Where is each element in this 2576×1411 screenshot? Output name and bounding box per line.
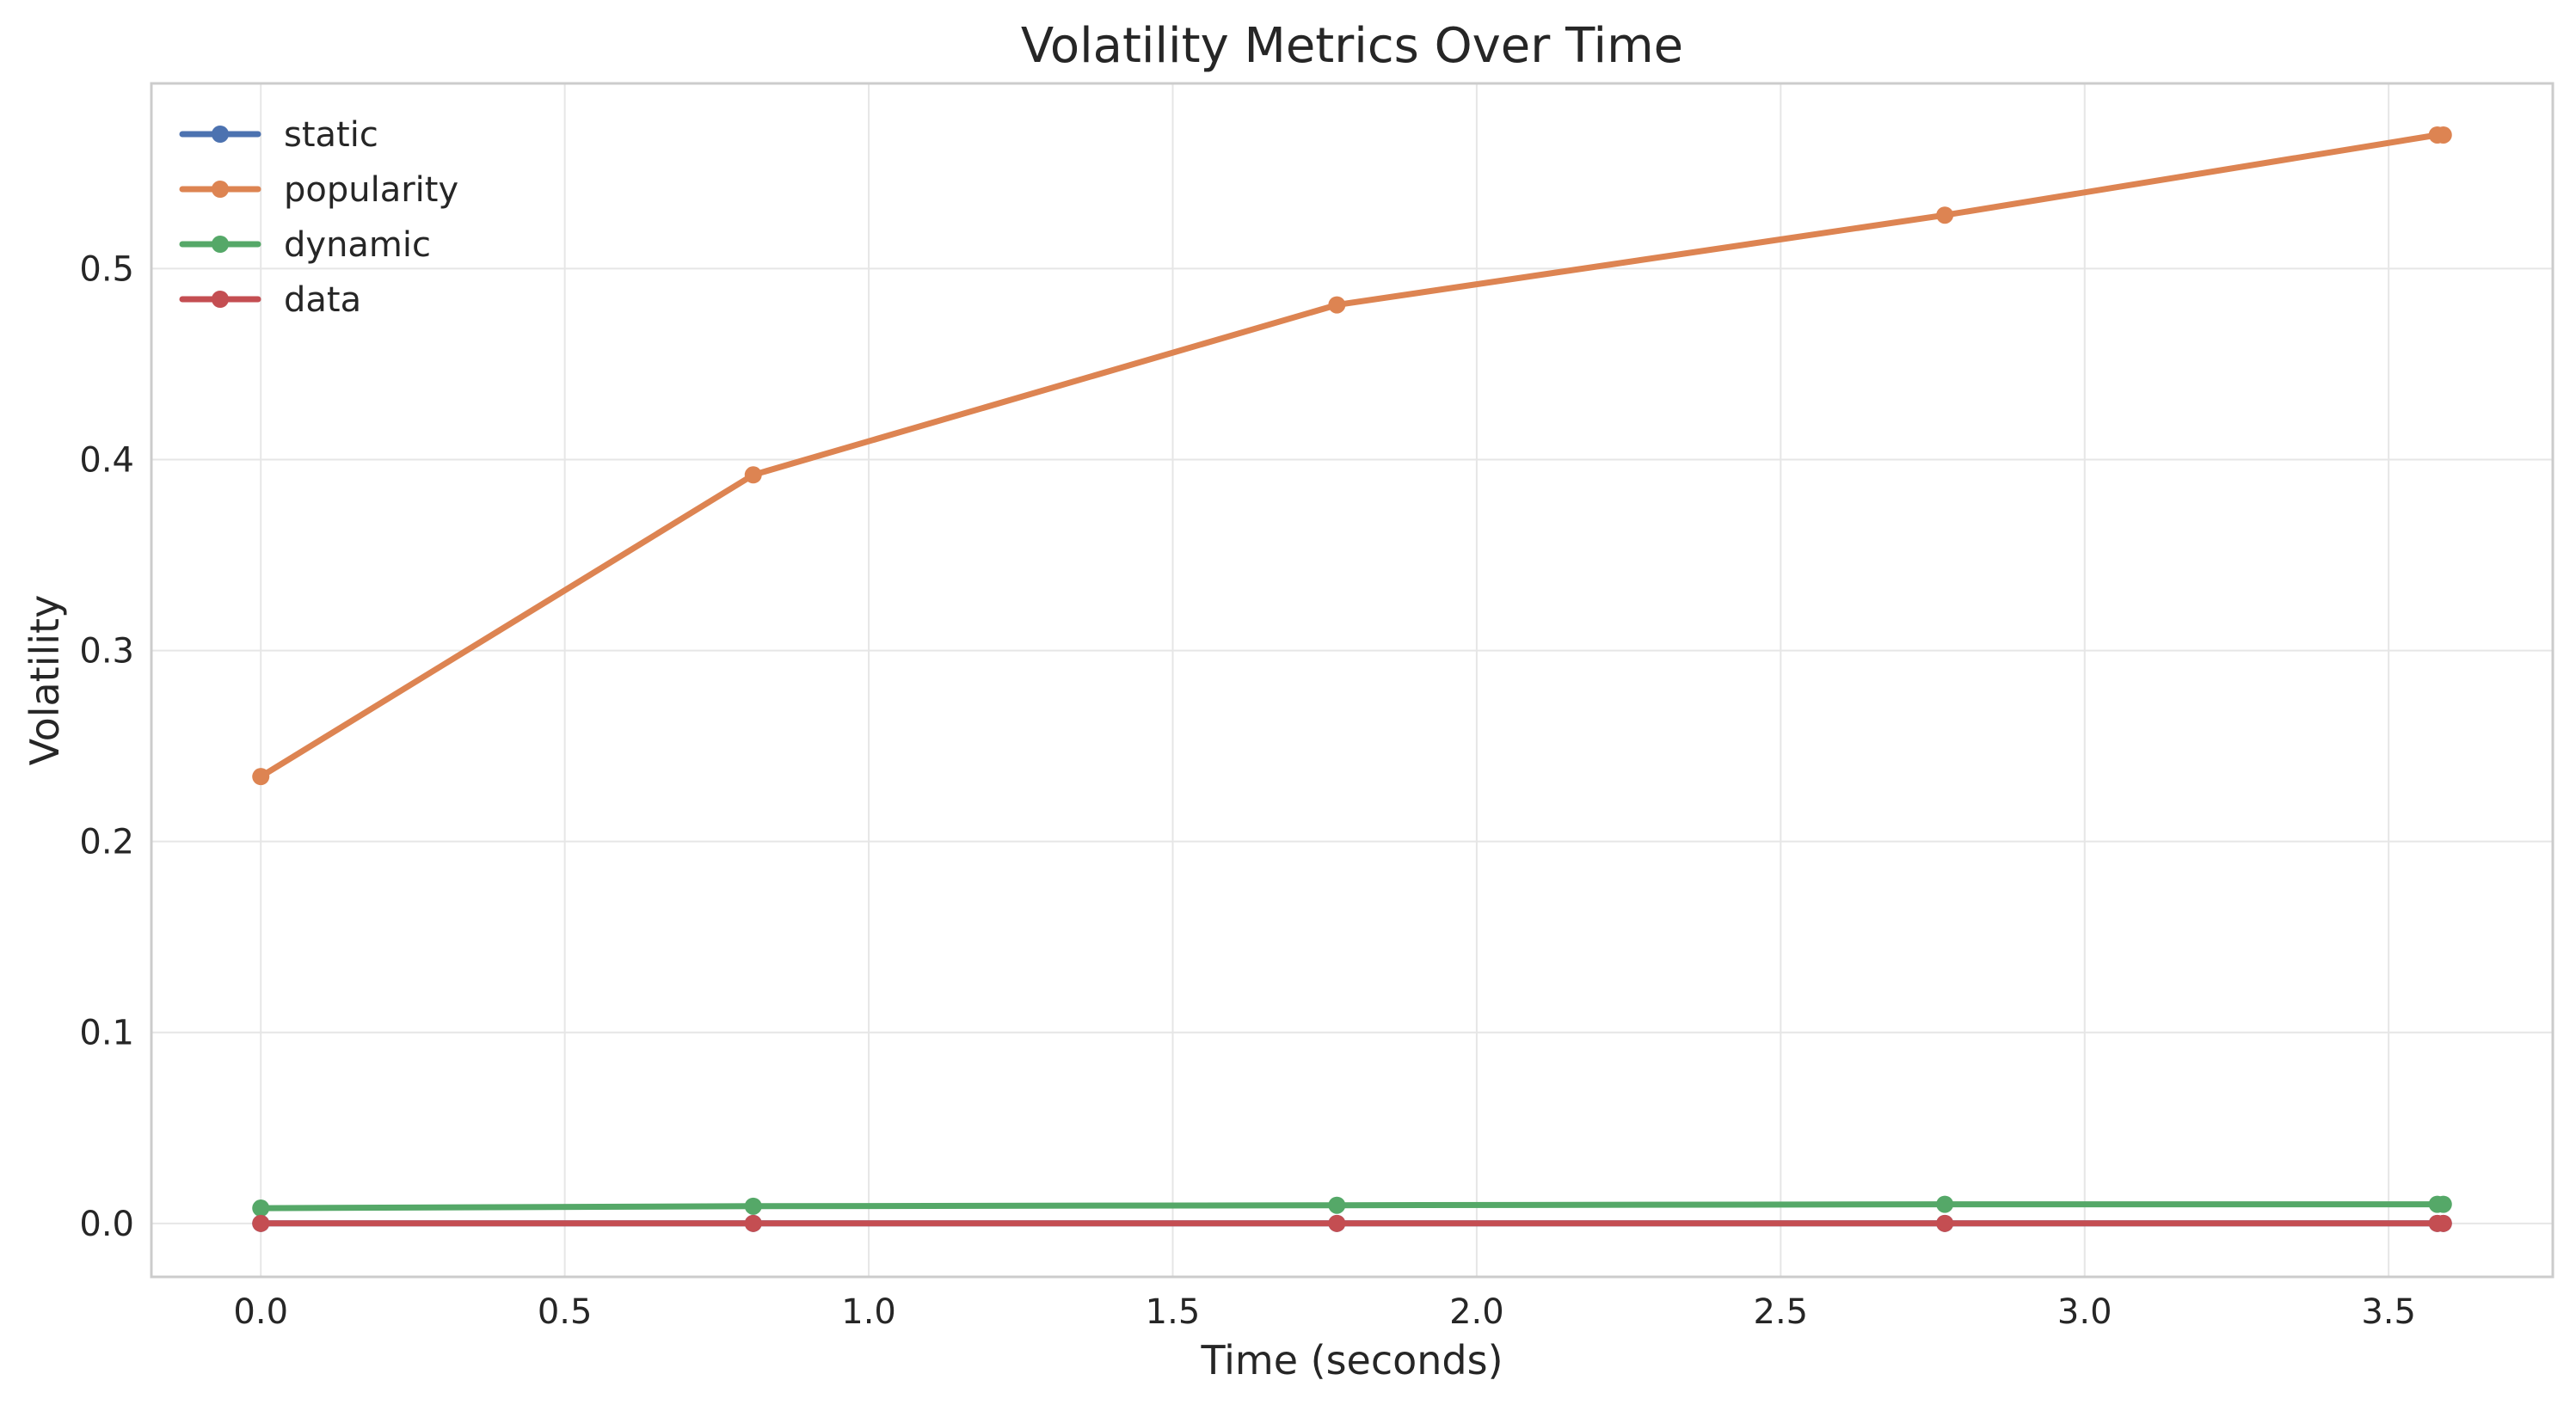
grid [151,83,2553,1277]
legend: static popularity dynamic data [179,115,458,320]
data-point-popularity [2434,126,2452,144]
x-tick-label: 0.0 [233,1292,288,1332]
chart-title: Volatility Metrics Over Time [1021,18,1683,74]
legend-label: data [284,280,361,320]
data-point-data [744,1214,762,1232]
legend-marker [212,291,229,308]
legend-item-data: data [179,280,361,320]
series-group [252,126,2452,1232]
data-point-popularity [1328,296,1346,314]
legend-item-static: static [179,115,378,155]
data-point-popularity [252,768,270,786]
data-point-dynamic [1328,1196,1346,1214]
series-dynamic [252,1195,2452,1218]
x-tick-label: 3.5 [2361,1292,2416,1332]
data-point-dynamic [744,1197,762,1215]
x-tick-label: 0.5 [538,1292,593,1332]
x-tick-label: 2.0 [1449,1292,1504,1332]
series-popularity [252,126,2452,786]
plot-frame [150,82,2554,1279]
data-point-data [1936,1214,1954,1232]
legend-marker [212,126,229,143]
legend-item-popularity: popularity [179,170,458,210]
data-point-data [252,1214,270,1232]
x-tick-label: 1.5 [1146,1292,1201,1332]
legend-label: dynamic [284,225,431,265]
plot-background [151,83,2553,1277]
y-axis-label: Volatility [22,595,68,766]
data-point-popularity [1936,206,1954,224]
x-tick-label: 2.5 [1754,1292,1809,1332]
data-point-dynamic [252,1199,270,1218]
data-point-dynamic [1936,1195,1954,1213]
x-axis-label: Time (seconds) [1200,1337,1503,1383]
data-point-dynamic [2434,1195,2452,1213]
legend-label: popularity [284,170,458,210]
y-tick-label: 0.4 [79,440,134,480]
x-tick-label: 3.0 [2057,1292,2112,1332]
legend-marker [212,181,229,198]
legend-marker [212,236,229,253]
legend-label: static [284,115,378,155]
legend-item-dynamic: dynamic [179,225,431,265]
data-point-data [1328,1214,1346,1232]
y-tick-label: 0.3 [79,632,134,672]
y-tick-label: 0.1 [79,1014,134,1053]
y-tick-label: 0.0 [79,1205,134,1244]
y-tick-label: 0.5 [79,249,134,289]
data-point-data [2434,1214,2452,1232]
y-tick-label: 0.2 [79,823,134,862]
x-tick-label: 1.0 [841,1292,896,1332]
series-data [252,1214,2452,1232]
tick-labels: 0.0 0.5 1.0 1.5 2.0 2.5 3.0 3.5 0.0 0.1 0.2 0.3 0.4 0… [79,249,2416,1332]
data-point-popularity [744,466,762,484]
